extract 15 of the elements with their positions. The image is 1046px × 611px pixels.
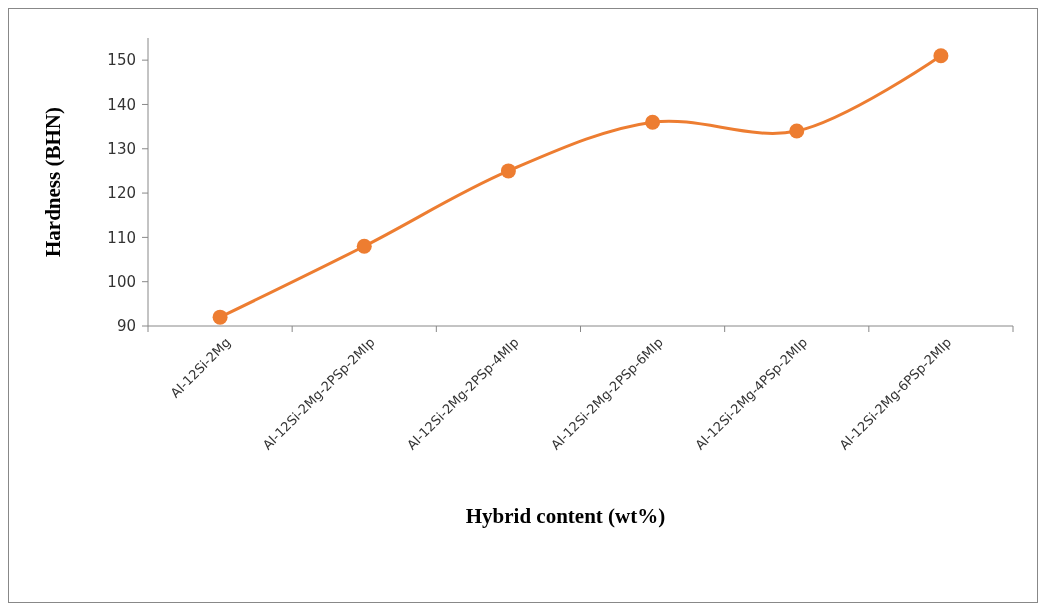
y-tick-label: 110	[107, 228, 136, 247]
y-tick-label: 90	[116, 317, 136, 336]
point	[212, 309, 228, 325]
y-tick-label: 100	[107, 272, 136, 291]
y-tick-label: 120	[107, 184, 136, 203]
y-axis-title: Hardness (BHN)	[41, 107, 65, 257]
y-tick-label: 150	[107, 51, 136, 70]
point	[356, 238, 372, 254]
y-tick-label: 130	[107, 140, 136, 159]
point	[933, 48, 949, 64]
y-tick-label: 140	[107, 95, 136, 114]
x-axis-title: Hybrid content (wt%)	[465, 504, 666, 528]
point	[645, 114, 661, 130]
point	[500, 163, 516, 179]
point	[789, 123, 805, 139]
